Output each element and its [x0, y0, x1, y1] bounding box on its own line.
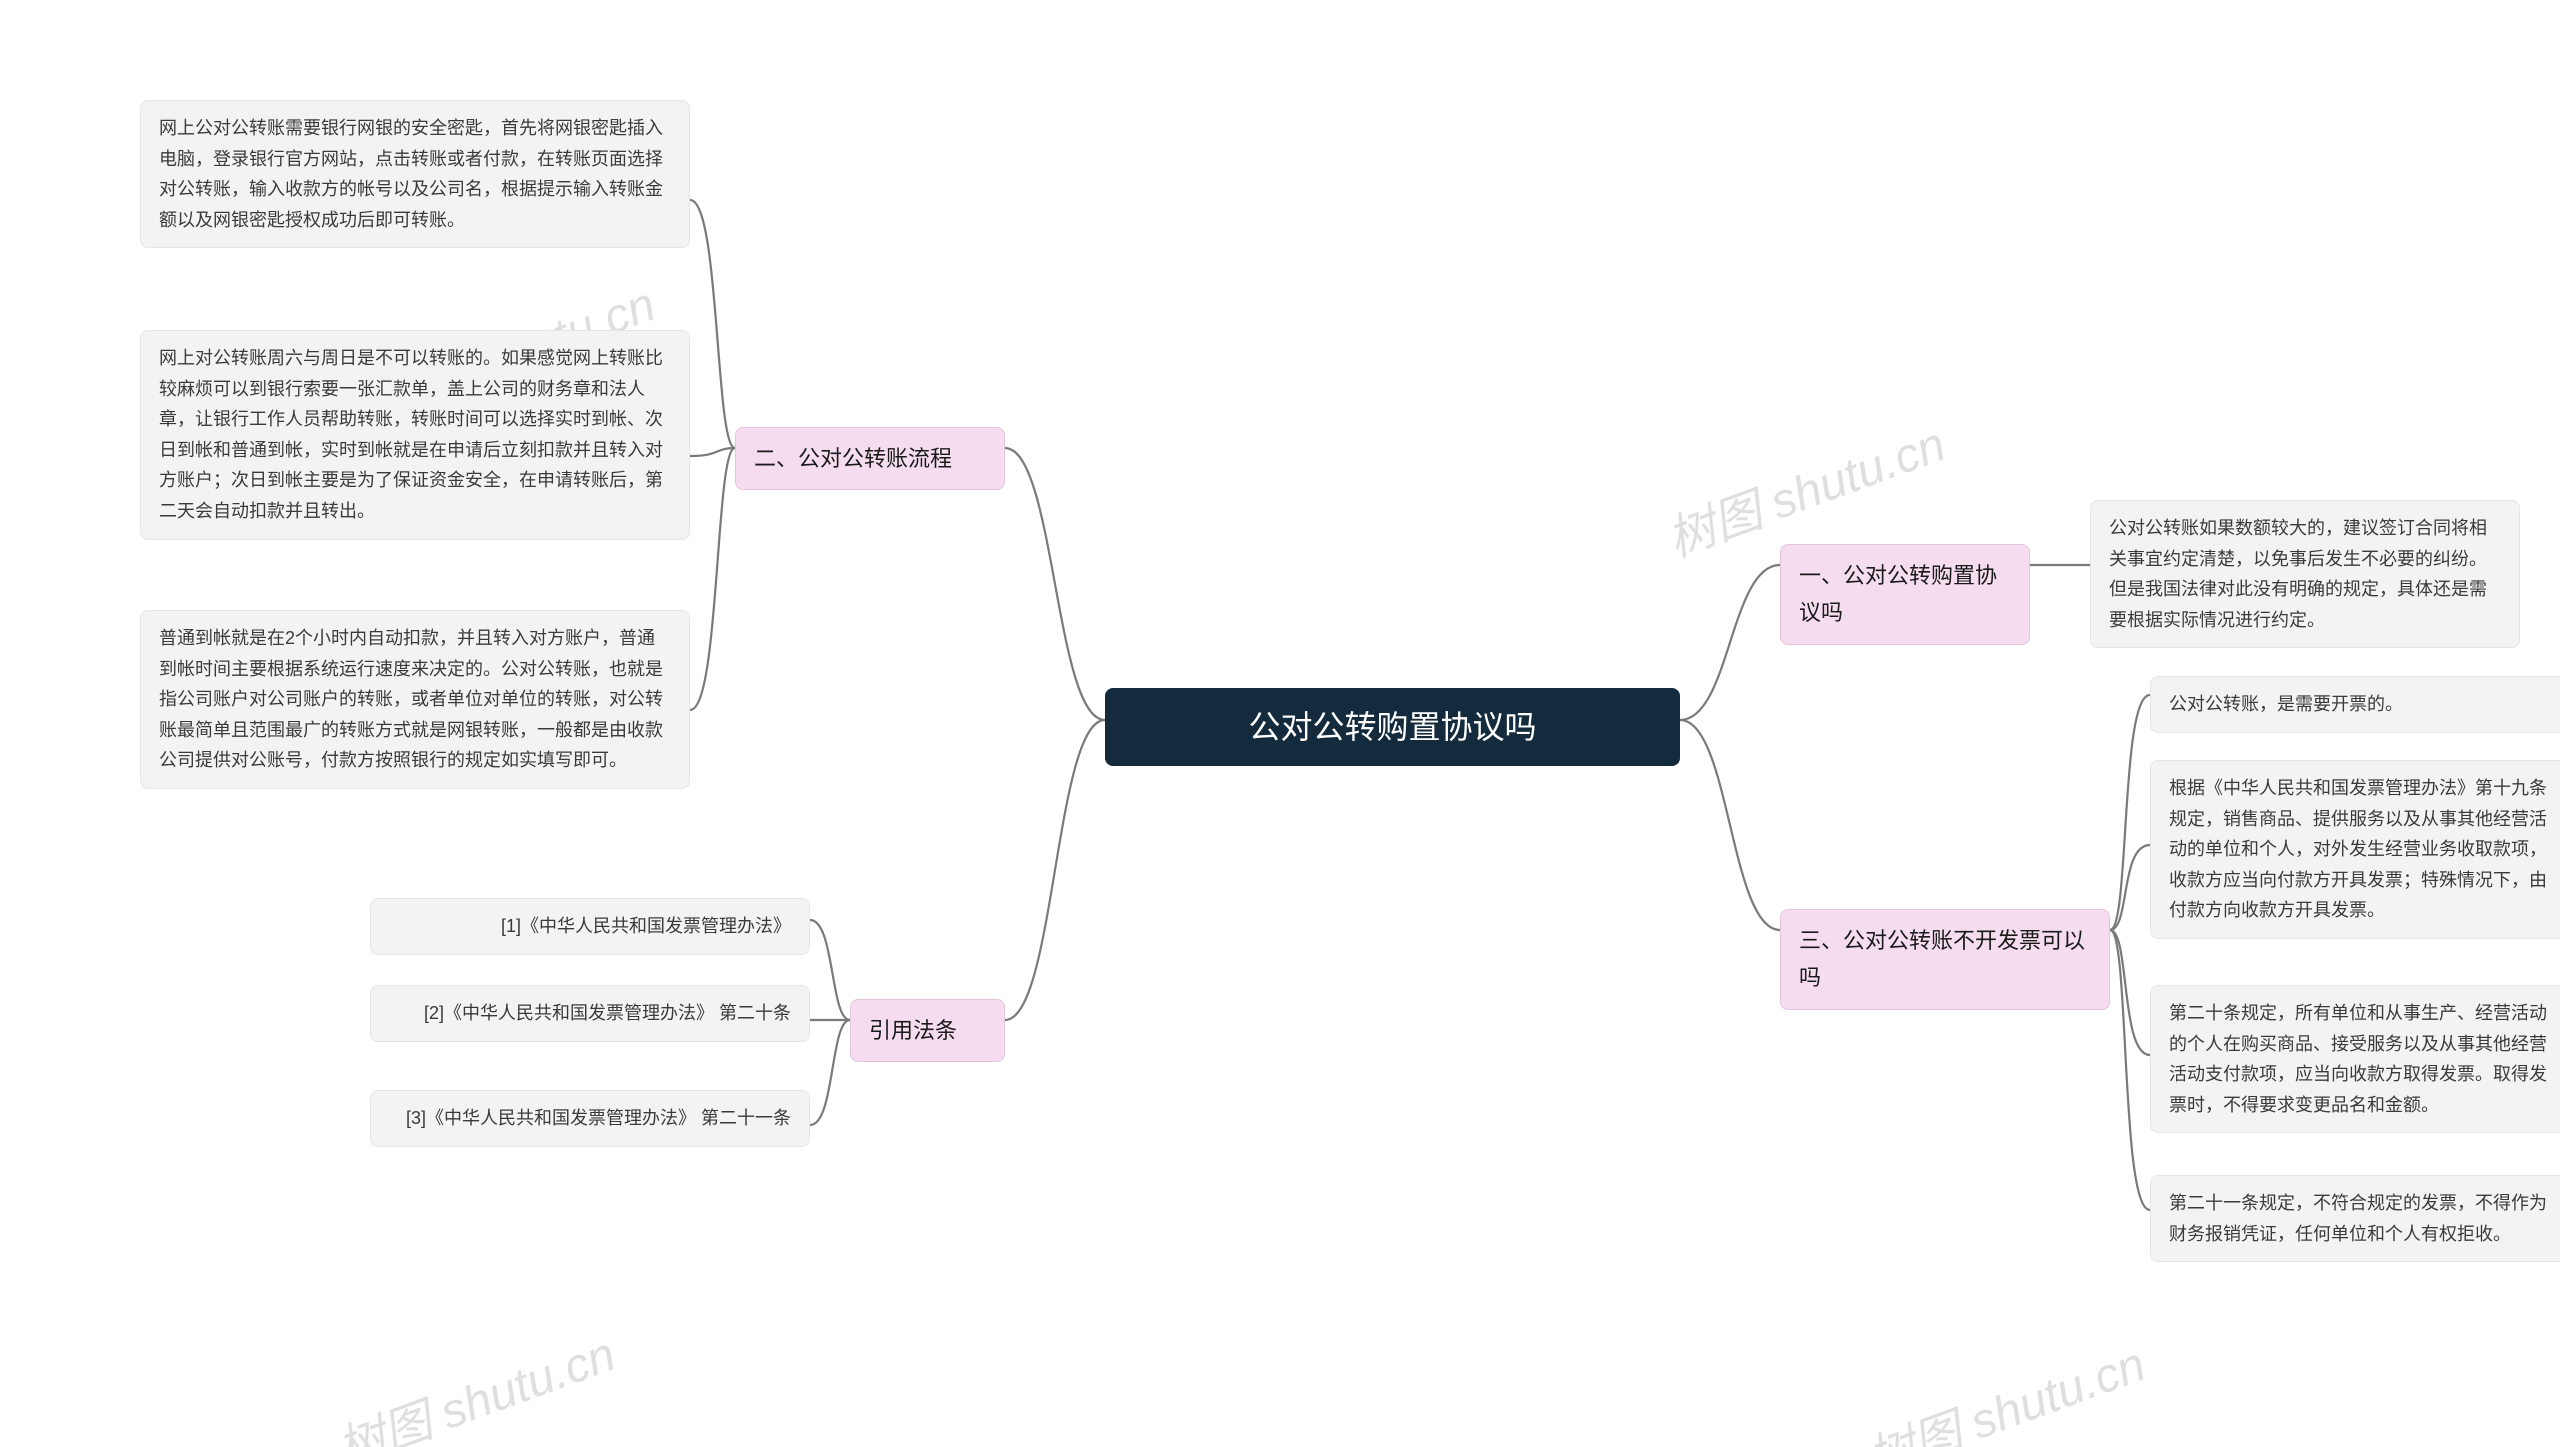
leaf: 普通到帐就是在2个小时内自动扣款，并且转入对方账户，普通到帐时间主要根据系统运行… [140, 610, 690, 789]
leaf: [2]《中华人民共和国发票管理办法》 第二十条 [370, 985, 810, 1042]
leaf: [3]《中华人民共和国发票管理办法》 第二十一条 [370, 1090, 810, 1147]
leaf: 第二十条规定，所有单位和从事生产、经营活动的个人在购买商品、接受服务以及从事其他… [2150, 985, 2560, 1133]
branch-right-1: 一、公对公转购置协议吗 [1780, 544, 2030, 645]
leaf: 公对公转账如果数额较大的，建议签订合同将相关事宜约定清楚，以免事后发生不必要的纠… [2090, 500, 2520, 648]
leaf: 公对公转账，是需要开票的。 [2150, 676, 2560, 733]
branch-right-2: 三、公对公转账不开发票可以吗 [1780, 909, 2110, 1010]
leaf: 网上公对公转账需要银行网银的安全密匙，首先将网银密匙插入电脑，登录银行官方网站，… [140, 100, 690, 248]
leaf: 根据《中华人民共和国发票管理办法》第十九条规定，销售商品、提供服务以及从事其他经… [2150, 760, 2560, 939]
root-node: 公对公转购置协议吗 [1105, 688, 1680, 766]
watermark: 树图 shutu.cn [1856, 1325, 2153, 1447]
branch-left-1: 二、公对公转账流程 [735, 427, 1005, 490]
leaf: [1]《中华人民共和国发票管理办法》 [370, 898, 810, 955]
branch-left-2: 引用法条 [850, 999, 1005, 1062]
watermark: 树图 shutu.cn [326, 1315, 623, 1447]
leaf: 第二十一条规定，不符合规定的发票，不得作为财务报销凭证，任何单位和个人有权拒收。 [2150, 1175, 2560, 1262]
leaf: 网上对公转账周六与周日是不可以转账的。如果感觉网上转账比较麻烦可以到银行索要一张… [140, 330, 690, 540]
